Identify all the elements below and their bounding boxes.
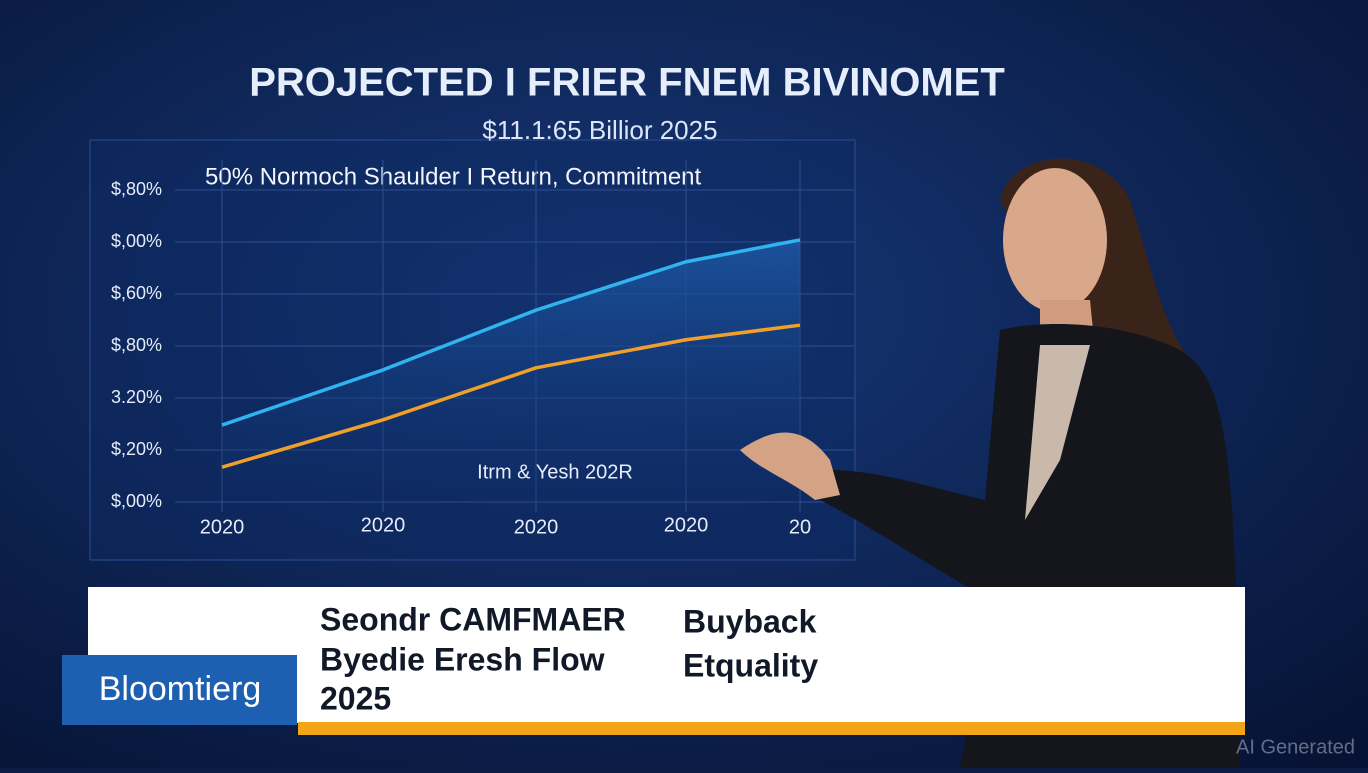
logo: Bloomtierg [99, 670, 262, 708]
side-text: Etquality [683, 647, 818, 683]
x-tick-label: 2020 [664, 514, 709, 536]
y-tick-label: $,20% [111, 439, 162, 459]
headline: 2025 [320, 680, 391, 716]
x-tick-label: 20 [789, 516, 811, 538]
side-text: Buyback [683, 603, 817, 639]
chart-subtitle: $11.1:65 Billior 2025 [482, 115, 717, 145]
annotation: 50% Normoch Shaulder I Return, Commitmen… [205, 163, 702, 190]
x-tick-label: 2020 [361, 514, 406, 536]
inner-annotation: Itrm & Yesh 202R [477, 461, 633, 483]
y-tick-label: $,80% [111, 335, 162, 355]
watermark: AI Generated [1236, 736, 1355, 758]
logo-box [62, 655, 297, 725]
headline: Byedie Eresh Flow [320, 641, 605, 677]
chart-title: PROJECTED I FRIER FNEM BIVINOMET [249, 61, 1005, 105]
chart: PROJECTED I FRIER FNEM BIVINOMET $11.1:6… [111, 61, 1005, 539]
y-tick-label: $,80% [111, 179, 162, 199]
y-tick-label: $,00% [111, 231, 162, 251]
y-tick-label: 3.20% [111, 387, 162, 407]
x-tick-label: 2020 [200, 516, 245, 538]
headline: Seondr CAMFMAER [320, 601, 626, 637]
line [221, 238, 801, 427]
x-tick-label: 2020 [514, 516, 559, 538]
banner-accent [298, 722, 1245, 735]
line [221, 323, 801, 469]
y-tick-label: $,60% [111, 283, 162, 303]
y-tick-label: $,00% [111, 491, 162, 511]
area [222, 239, 800, 503]
